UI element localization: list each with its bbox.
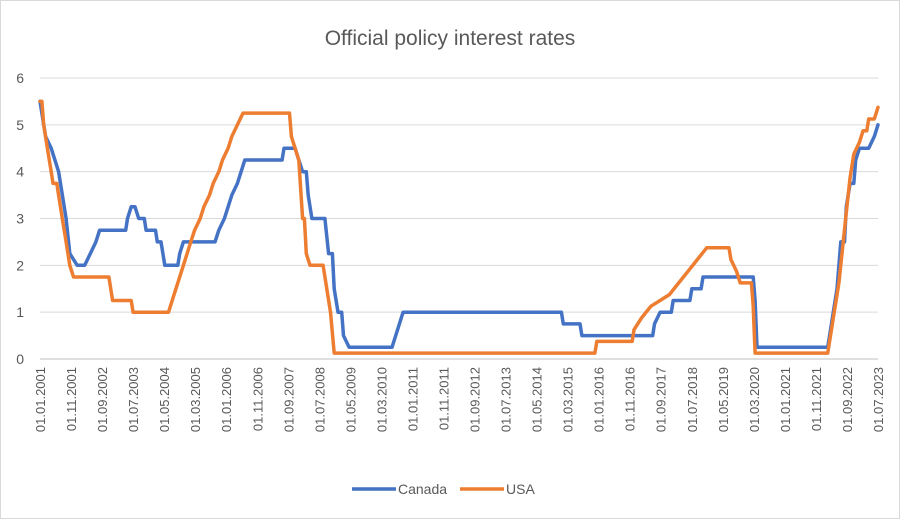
series-lines bbox=[38, 99, 880, 355]
y-tick-label: 5 bbox=[16, 117, 24, 133]
series-line-usa bbox=[38, 99, 880, 355]
x-tick-label: 01.05.2014 bbox=[530, 367, 545, 432]
x-tick-label: 01.09.2007 bbox=[281, 367, 296, 432]
x-tick-label: 01.07.2013 bbox=[499, 367, 514, 432]
x-tick-label: 01.05.2009 bbox=[343, 367, 358, 432]
x-tick-label: 01.09.2012 bbox=[468, 367, 483, 432]
x-tick-label: 01.03.2015 bbox=[561, 367, 576, 432]
x-tick-label: 01.09.2022 bbox=[840, 367, 855, 432]
y-tick-label: 0 bbox=[16, 351, 24, 367]
x-tick-label: 01.01.2011 bbox=[405, 367, 420, 431]
x-tick-label: 01.03.2010 bbox=[374, 367, 389, 432]
x-tick-label: 01.11.2021 bbox=[809, 367, 824, 431]
x-tick-label: 01.05.2004 bbox=[157, 367, 172, 432]
legend: Canada USA bbox=[352, 481, 535, 497]
legend-label-usa: USA bbox=[506, 481, 535, 497]
x-tick-label: 01.11.2016 bbox=[623, 367, 638, 431]
y-tick-label: 6 bbox=[16, 70, 24, 86]
y-tick-label: 3 bbox=[16, 211, 24, 227]
x-tick-label: 01.07.2003 bbox=[126, 367, 141, 432]
x-tick-label: 01.11.2006 bbox=[250, 367, 265, 431]
x-tick-label: 01.09.2017 bbox=[654, 367, 669, 432]
x-axis: 01.01.2001 01.11.2001 01.09.2002 01.07.2003… bbox=[33, 367, 886, 432]
x-tick-label: 01.01.2006 bbox=[219, 367, 234, 432]
y-tick-label: 4 bbox=[16, 164, 24, 180]
x-tick-label: 01.07.2018 bbox=[685, 367, 700, 432]
x-tick-label: 01.01.2021 bbox=[778, 367, 793, 432]
x-tick-label: 01.11.2011 bbox=[436, 367, 451, 430]
x-tick-label: 01.11.2001 bbox=[64, 367, 79, 431]
chart-title: Official policy interest rates bbox=[325, 27, 576, 50]
x-tick-label: 01.03.2020 bbox=[747, 367, 762, 432]
x-tick-label: 01.03.2005 bbox=[188, 367, 203, 432]
x-tick-label: 01.01.2001 bbox=[33, 367, 48, 432]
x-tick-label: 01.09.2002 bbox=[95, 367, 110, 432]
y-tick-label: 1 bbox=[16, 304, 24, 320]
x-tick-label: 01.07.2008 bbox=[312, 367, 327, 432]
y-tick-label: 2 bbox=[16, 257, 24, 273]
x-tick-label: 01.05.2019 bbox=[716, 367, 731, 432]
y-axis: 0 1 2 3 4 5 6 bbox=[16, 70, 24, 367]
x-tick-label: 01.07.2023 bbox=[871, 367, 886, 432]
x-tick-label: 01.01.2016 bbox=[592, 367, 607, 432]
legend-label-canada: Canada bbox=[398, 481, 447, 497]
gridlines bbox=[40, 77, 878, 360]
series-line-canada bbox=[38, 99, 880, 350]
